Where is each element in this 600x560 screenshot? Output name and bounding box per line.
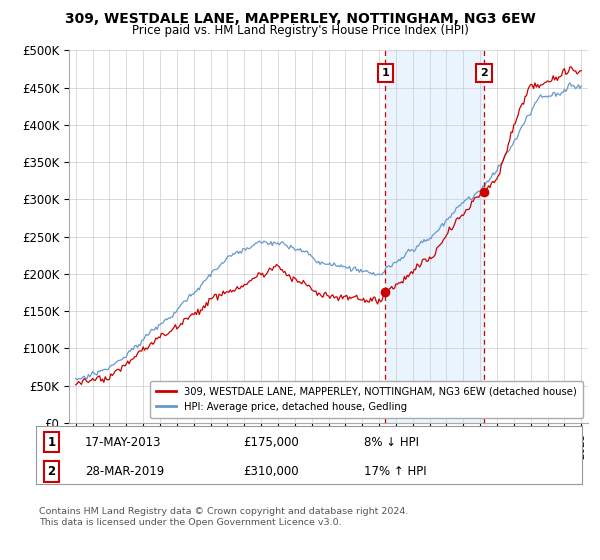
Text: This data is licensed under the Open Government Licence v3.0.: This data is licensed under the Open Gov… bbox=[39, 519, 341, 528]
Text: 17% ↑ HPI: 17% ↑ HPI bbox=[364, 465, 426, 478]
Text: 2: 2 bbox=[47, 465, 55, 478]
Text: 309, WESTDALE LANE, MAPPERLEY, NOTTINGHAM, NG3 6EW: 309, WESTDALE LANE, MAPPERLEY, NOTTINGHA… bbox=[65, 12, 535, 26]
Legend: 309, WESTDALE LANE, MAPPERLEY, NOTTINGHAM, NG3 6EW (detached house), HPI: Averag: 309, WESTDALE LANE, MAPPERLEY, NOTTINGHA… bbox=[150, 381, 583, 418]
Text: 1: 1 bbox=[382, 68, 389, 78]
Text: 2: 2 bbox=[481, 68, 488, 78]
Text: Price paid vs. HM Land Registry's House Price Index (HPI): Price paid vs. HM Land Registry's House … bbox=[131, 24, 469, 36]
Text: 17-MAY-2013: 17-MAY-2013 bbox=[85, 436, 161, 449]
Text: £175,000: £175,000 bbox=[244, 436, 299, 449]
Text: £310,000: £310,000 bbox=[244, 465, 299, 478]
Text: 8% ↓ HPI: 8% ↓ HPI bbox=[364, 436, 419, 449]
Text: 28-MAR-2019: 28-MAR-2019 bbox=[85, 465, 164, 478]
Text: Contains HM Land Registry data © Crown copyright and database right 2024.: Contains HM Land Registry data © Crown c… bbox=[39, 507, 409, 516]
Text: 1: 1 bbox=[47, 436, 55, 449]
